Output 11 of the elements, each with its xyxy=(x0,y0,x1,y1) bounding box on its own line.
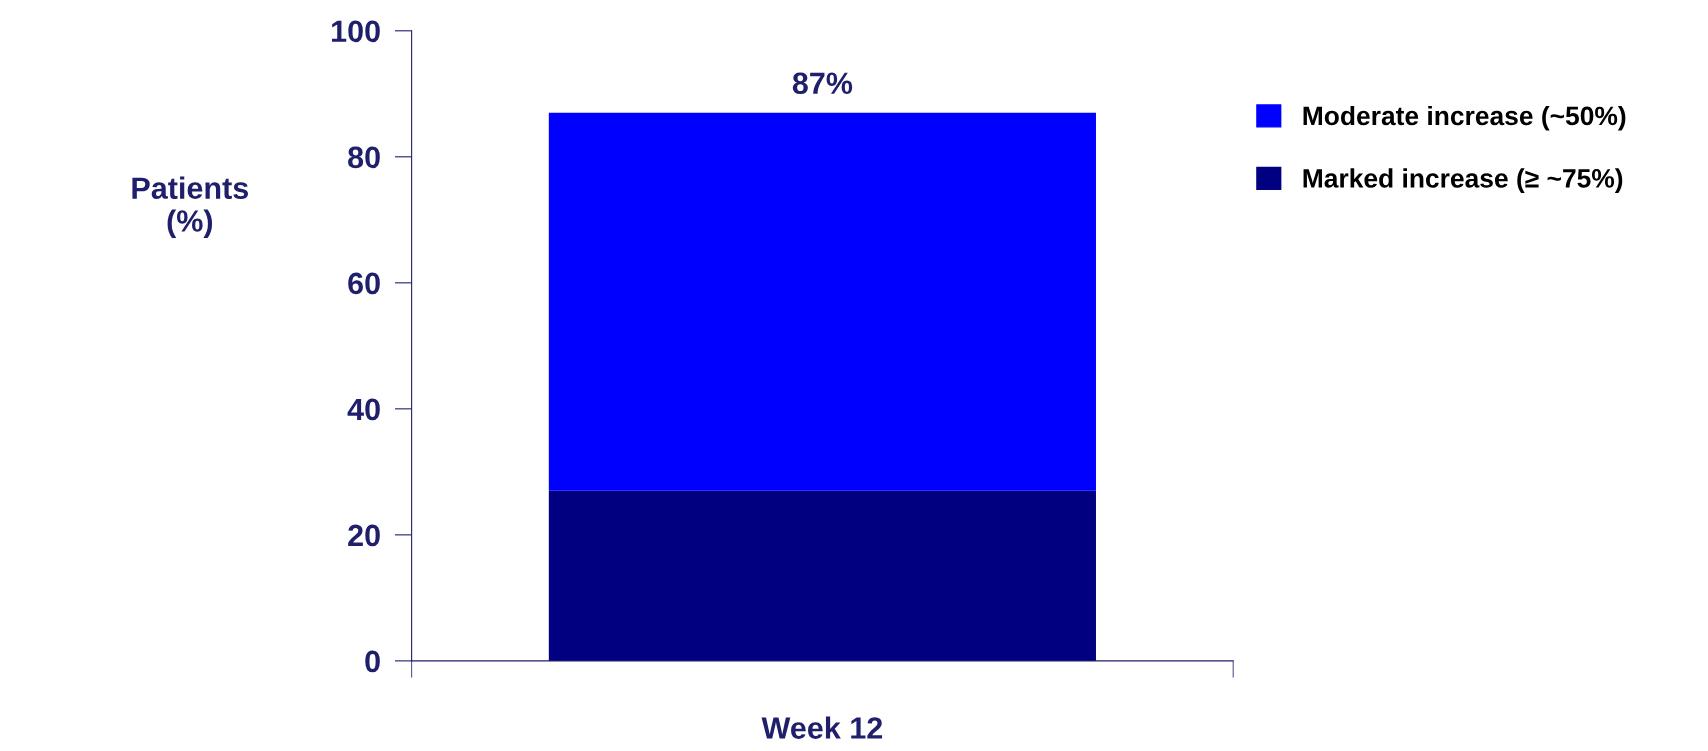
legend-label: Marked increase (≥ ~75%) xyxy=(1303,168,1623,193)
y-axis-title: Patients (%) xyxy=(132,176,248,238)
total-label: 87% xyxy=(792,72,853,95)
y-tick-label: 0 xyxy=(365,650,380,673)
y-tick-label: 40 xyxy=(347,398,380,421)
y-tick-label: 60 xyxy=(348,272,380,295)
y-tick-label: 100 xyxy=(332,20,380,43)
y-tick-label: 20 xyxy=(348,524,380,547)
y-tick-label: 80 xyxy=(348,146,380,169)
legend-label: Moderate increase (~50%) xyxy=(1303,105,1626,131)
x-tick-label: Week 12 xyxy=(761,716,883,739)
